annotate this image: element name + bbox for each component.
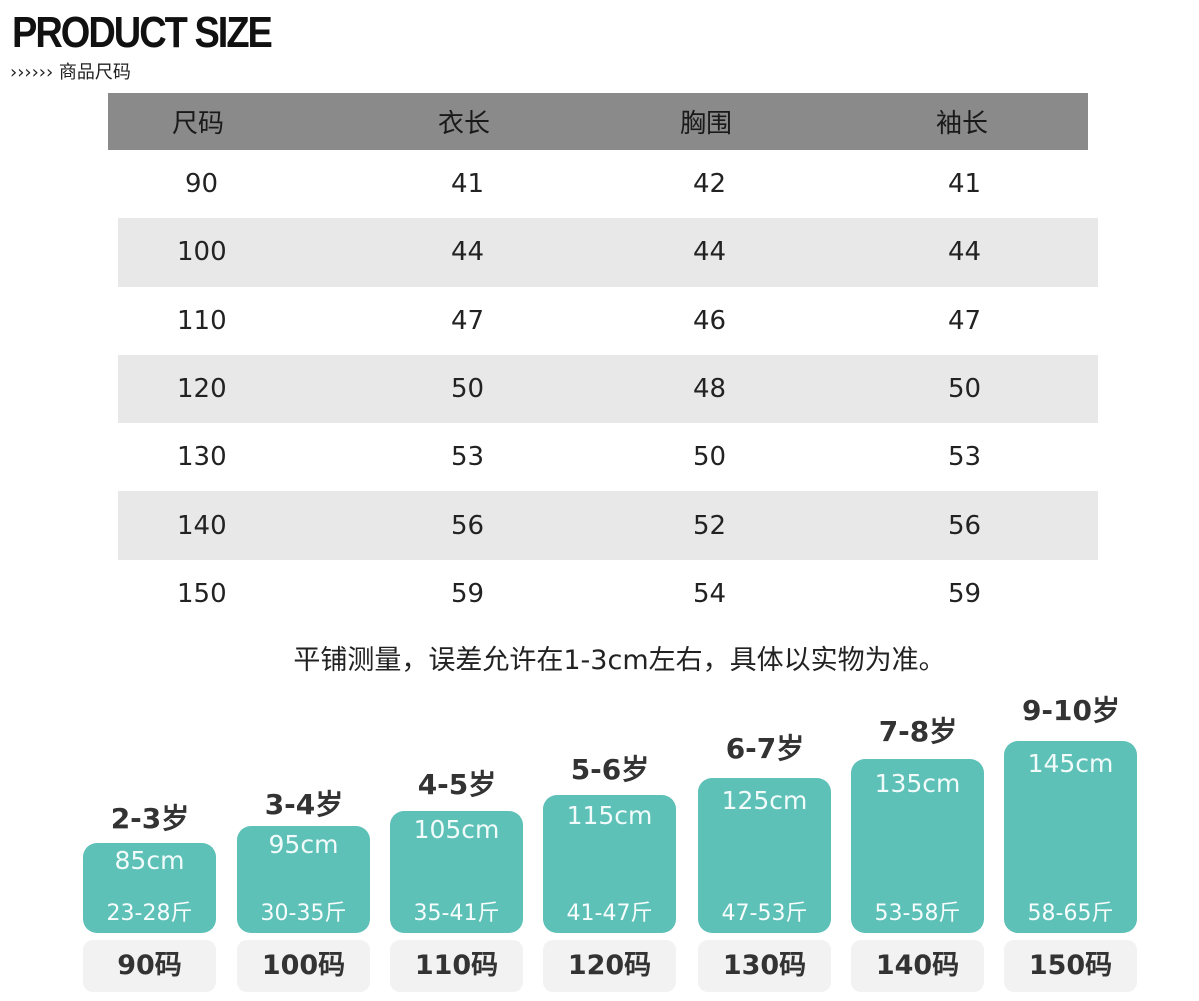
height-bar: 105cm 35-41斤 — [390, 811, 523, 933]
height-bar: 115cm 41-47斤 — [543, 795, 676, 933]
height-bar: 135cm 53-58斤 — [851, 759, 984, 933]
age-label: 7-8岁 — [878, 715, 958, 748]
cell-chest: 48 — [693, 374, 727, 405]
weight-label: 23-28斤 — [106, 901, 193, 926]
size-label: 150码 — [1004, 940, 1137, 992]
cell-sleeve: 44 — [948, 237, 982, 268]
page-subtitle: ›››››› 商品尺码 — [10, 62, 131, 83]
height-label: 125cm — [721, 786, 808, 815]
age-label: 9-10岁 — [1021, 694, 1121, 727]
table-row: 130 53 50 53 — [108, 423, 1088, 491]
column-header-chest: 胸围 — [680, 109, 733, 139]
cell-sleeve: 50 — [948, 374, 982, 405]
cell-size: 110 — [177, 305, 227, 336]
height-label: 145cm — [1027, 749, 1114, 778]
cell-chest: 46 — [693, 305, 727, 336]
age-label: 3-4岁 — [264, 788, 344, 821]
table-row: 120 50 48 50 — [118, 354, 1098, 424]
cell-chest: 54 — [693, 578, 727, 609]
cell-size: 120 — [177, 374, 227, 405]
table-row: 150 59 54 59 — [108, 560, 1088, 628]
size-label: 90码 — [83, 940, 216, 992]
cell-length: 59 — [451, 578, 485, 609]
cell-chest: 52 — [693, 510, 727, 541]
cell-length: 41 — [451, 169, 485, 200]
column-header-length: 衣长 — [438, 109, 491, 139]
cell-length: 47 — [451, 305, 485, 336]
cell-sleeve: 56 — [948, 510, 982, 541]
height-label: 105cm — [413, 815, 500, 844]
weight-label: 41-47斤 — [566, 901, 653, 926]
measurement-note: 平铺测量，误差允许在1-3cm左右，具体以实物为准。 — [293, 645, 946, 676]
height-bar: 85cm 23-28斤 — [83, 843, 216, 933]
cell-length: 44 — [451, 237, 485, 268]
table-row: 140 56 52 56 — [118, 491, 1098, 560]
cell-sleeve: 59 — [948, 578, 982, 609]
height-label: 115cm — [566, 801, 653, 830]
cell-size: 90 — [185, 169, 219, 200]
height-bar: 145cm 58-65斤 — [1004, 741, 1137, 933]
size-label: 120码 — [543, 940, 676, 992]
age-label: 4-5岁 — [417, 768, 497, 801]
cell-chest: 44 — [693, 237, 727, 268]
cell-size: 140 — [177, 510, 227, 541]
age-label: 2-3岁 — [110, 802, 190, 835]
cell-sleeve: 53 — [948, 442, 982, 473]
table-row: 110 47 46 47 — [108, 287, 1088, 355]
cell-length: 50 — [451, 374, 485, 405]
height-label: 95cm — [268, 830, 339, 859]
cell-length: 53 — [451, 442, 485, 473]
page-title: PRODUCT SIZE — [12, 8, 273, 58]
weight-label: 30-35斤 — [260, 901, 347, 926]
height-label: 85cm — [114, 846, 185, 875]
cell-sleeve: 47 — [948, 305, 982, 336]
cell-size: 100 — [177, 237, 227, 268]
cell-chest: 50 — [693, 442, 727, 473]
table-header: 尺码 衣长 胸围 袖长 — [108, 93, 1088, 150]
weight-label: 53-58斤 — [874, 901, 961, 926]
size-label: 100码 — [237, 940, 370, 992]
size-table: 尺码 衣长 胸围 袖长 90 41 42 41 100 44 44 44 110… — [108, 93, 1098, 628]
height-bar: 125cm 47-53斤 — [698, 778, 831, 933]
table-row: 90 41 42 41 — [108, 150, 1088, 218]
cell-chest: 42 — [693, 169, 727, 200]
cell-length: 56 — [451, 510, 485, 541]
weight-label: 58-65斤 — [1027, 901, 1114, 926]
cell-size: 150 — [177, 578, 227, 609]
weight-label: 35-41斤 — [413, 901, 500, 926]
cell-size: 130 — [177, 442, 227, 473]
size-label: 140码 — [851, 940, 984, 992]
column-header-size: 尺码 — [172, 109, 225, 139]
height-label: 135cm — [874, 769, 961, 798]
size-label: 110码 — [390, 940, 523, 992]
cell-sleeve: 41 — [948, 169, 982, 200]
size-label: 130码 — [698, 940, 831, 992]
weight-label: 47-53斤 — [721, 901, 808, 926]
column-header-sleeve: 袖长 — [936, 109, 989, 139]
height-bar: 95cm 30-35斤 — [237, 826, 370, 933]
age-label: 5-6岁 — [570, 753, 650, 786]
table-row: 100 44 44 44 — [118, 218, 1098, 287]
age-label: 6-7岁 — [725, 732, 805, 765]
